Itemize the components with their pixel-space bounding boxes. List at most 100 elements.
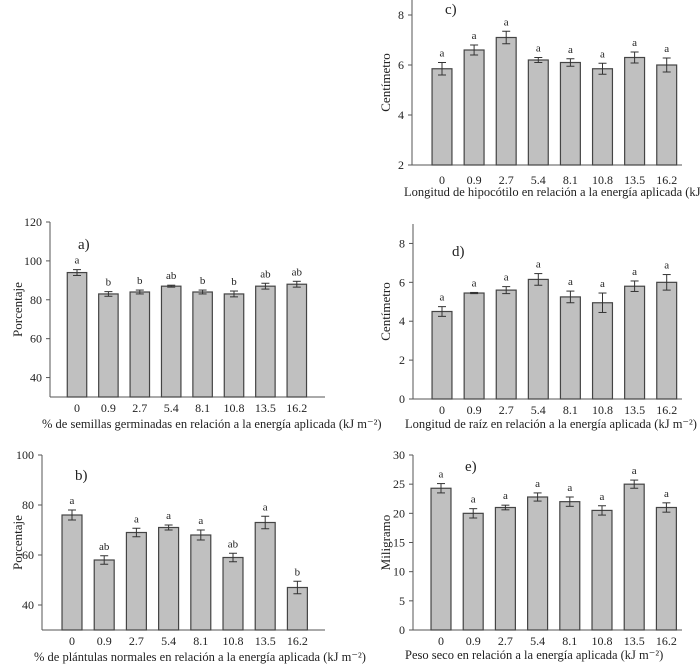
y-tick-label: 80 (22, 498, 34, 512)
significance-letter: ab (166, 270, 177, 282)
chart-a: 40 60 80 100 120 a 0 b 0.9 b 2.7 ab 5.4 b 8.1 b 10.8 ab 13… (10, 215, 382, 431)
x-tick-label: 0 (439, 173, 445, 187)
significance-letter: ab (99, 541, 110, 553)
chart-c: 2 4 6 8 a 0 a 0.9 a 2.7 a 5.4 a 8.1 a 10.8 a 13.5 a 16.2Lon… (378, 0, 700, 199)
significance-letter: a (472, 30, 477, 42)
significance-letter: a (440, 48, 445, 60)
bar (463, 292, 485, 400)
x-tick-label: 13.5 (624, 173, 645, 187)
x-tick-label: 16.2 (656, 173, 677, 187)
bar (591, 68, 614, 166)
significance-letter: a (536, 43, 541, 55)
bar (527, 278, 549, 400)
bar (495, 36, 517, 166)
x-tick-label: 13.5 (624, 634, 645, 648)
bar (192, 291, 213, 398)
x-tick-label: 0 (439, 403, 445, 417)
significance-letter: b (231, 276, 237, 288)
x-tick-label: 13.5 (255, 401, 276, 415)
bar (463, 49, 485, 166)
x-tick-label: 0 (438, 634, 444, 648)
x-tick-label: 0.9 (97, 634, 112, 648)
y-tick-label: 60 (30, 332, 42, 346)
significance-letter: b (295, 566, 301, 578)
x-axis-title: % de semillas germinadas en relación a l… (42, 417, 382, 431)
significance-letter: a (632, 266, 637, 278)
x-tick-label: 16.2 (286, 401, 307, 415)
significance-letter: a (664, 260, 669, 272)
panel-label: b) (75, 468, 88, 484)
x-tick-label: 0 (74, 401, 80, 415)
bar (656, 64, 678, 166)
significance-letter: a (75, 255, 80, 267)
y-tick-label: 6 (398, 58, 404, 72)
y-tick-label: 100 (16, 448, 34, 462)
significance-letter: a (503, 490, 508, 502)
significance-letter: ab (260, 268, 271, 280)
x-tick-label: 8.1 (563, 173, 578, 187)
bar (160, 285, 182, 398)
y-tick-label: 10 (393, 565, 405, 579)
y-tick-label: 60 (22, 548, 34, 562)
bar (559, 296, 581, 400)
bar (462, 512, 484, 631)
bar (494, 506, 516, 631)
bar (125, 531, 147, 631)
x-tick-label: 16.2 (656, 634, 677, 648)
y-tick-label: 4 (399, 314, 405, 328)
y-tick-label: 40 (30, 371, 42, 385)
significance-letter: a (664, 43, 669, 55)
significance-letter: b (137, 275, 143, 287)
bar (527, 496, 549, 631)
y-tick-label: 8 (398, 8, 404, 22)
x-tick-label: 0.9 (101, 401, 116, 415)
bar (93, 559, 115, 631)
x-tick-label: 2.7 (499, 403, 514, 417)
x-tick-label: 10.8 (592, 634, 613, 648)
bar (222, 556, 244, 631)
significance-letter: a (166, 510, 171, 522)
y-axis-title: Miligramo (378, 515, 393, 571)
bar (655, 506, 677, 631)
bar (66, 271, 88, 398)
bar (431, 310, 453, 400)
significance-letter: b (106, 277, 112, 289)
y-tick-label: 2 (398, 158, 404, 172)
y-axis-title: Centímetro (378, 282, 393, 341)
x-tick-label: 5.4 (530, 634, 545, 648)
x-tick-label: 13.5 (255, 634, 276, 648)
x-tick-label: 0 (69, 634, 75, 648)
bar (527, 59, 549, 166)
significance-letter: a (198, 515, 203, 527)
chart-d: 0 2 4 6 8 a 0 a 0.9 a 2.7 a 5.4 a 8.1 a 10.8 a 13.5 a 16.2Lo… (378, 224, 697, 431)
y-tick-label: 80 (30, 293, 42, 307)
significance-letter: a (134, 513, 139, 525)
bar (255, 285, 276, 398)
significance-letter: a (263, 501, 268, 513)
bar (61, 514, 83, 631)
x-tick-label: 5.4 (531, 403, 546, 417)
x-axis-title: Longitud de raíz en relación a la energí… (405, 417, 697, 431)
significance-letter: a (600, 278, 605, 290)
panel-label: c) (445, 2, 457, 18)
bar (430, 487, 452, 631)
bar (158, 526, 180, 631)
significance-letter: a (440, 292, 445, 304)
y-tick-label: 15 (393, 536, 405, 550)
significance-letter: a (664, 488, 669, 500)
x-tick-label: 2.7 (132, 401, 147, 415)
panel-label: a) (78, 237, 90, 253)
x-tick-label: 8.1 (193, 634, 208, 648)
x-tick-label: 2.7 (129, 634, 144, 648)
bar (286, 283, 308, 398)
significance-letter: ab (228, 538, 239, 550)
bar (591, 509, 613, 631)
significance-letter: a (472, 277, 477, 289)
significance-letter: a (504, 16, 509, 28)
significance-letter: a (535, 478, 540, 490)
y-axis-title: Centímetro (378, 53, 393, 112)
x-tick-label: 5.4 (161, 634, 176, 648)
x-tick-label: 0.9 (466, 634, 481, 648)
bar (190, 534, 212, 631)
